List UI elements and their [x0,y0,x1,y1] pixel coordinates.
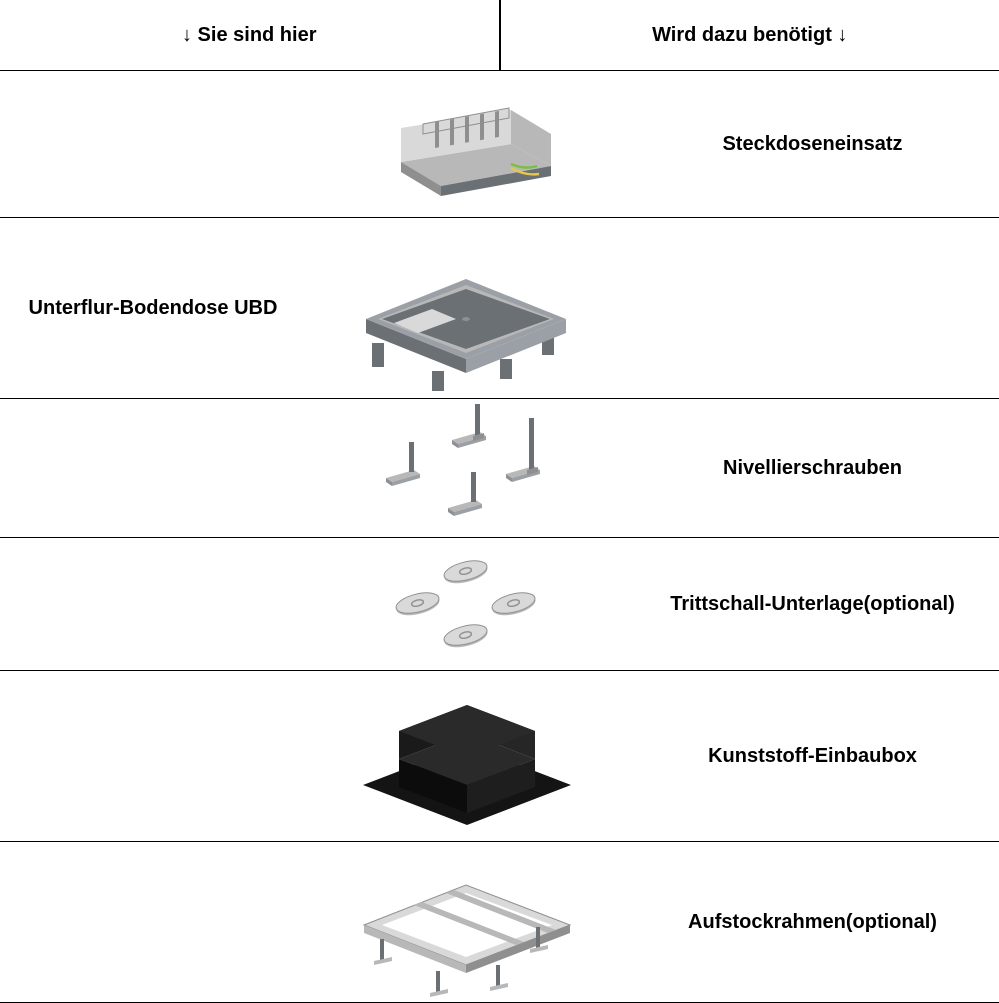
frame-icon [306,847,626,997]
table-row: Kunststoff-Einbaubox [0,670,999,841]
row-right-label: Trittschall-Unterlage(optional) [626,591,999,618]
header-left: ↓ Sie sind hier [0,0,499,70]
sound-pads-icon [306,549,626,659]
row-right-label: Aufstockrahmen(optional) [626,909,999,936]
plastic-box-icon [306,681,626,831]
table-body: Steckdoseneinsatz Unterflur-Bodendose UBD [0,70,999,1003]
component-table: ↓ Sie sind hier Wird dazu benötigt ↓ Ste… [0,0,999,1000]
table-header: ↓ Sie sind hier Wird dazu benötigt ↓ [0,0,999,70]
floor-box-icon [306,223,626,393]
row-right-label: Nivellierschrauben [626,455,999,482]
row-right-label: Steckdoseneinsatz [626,131,999,158]
table-row: Nivellierschrauben [0,398,999,537]
table-row: Trittschall-Unterlage(optional) [0,537,999,670]
row-left-label: Unterflur-Bodendose UBD [0,297,306,320]
header-right: Wird dazu benötigt ↓ [501,0,999,70]
table-row: Unterflur-Bodendose UBD [0,217,999,398]
socket-insert-icon [306,84,626,204]
leveling-screws-icon [306,404,626,532]
table-row: Aufstockrahmen(optional) [0,841,999,1003]
table-row: Steckdoseneinsatz [0,70,999,217]
row-right-label: Kunststoff-Einbaubox [626,743,999,770]
